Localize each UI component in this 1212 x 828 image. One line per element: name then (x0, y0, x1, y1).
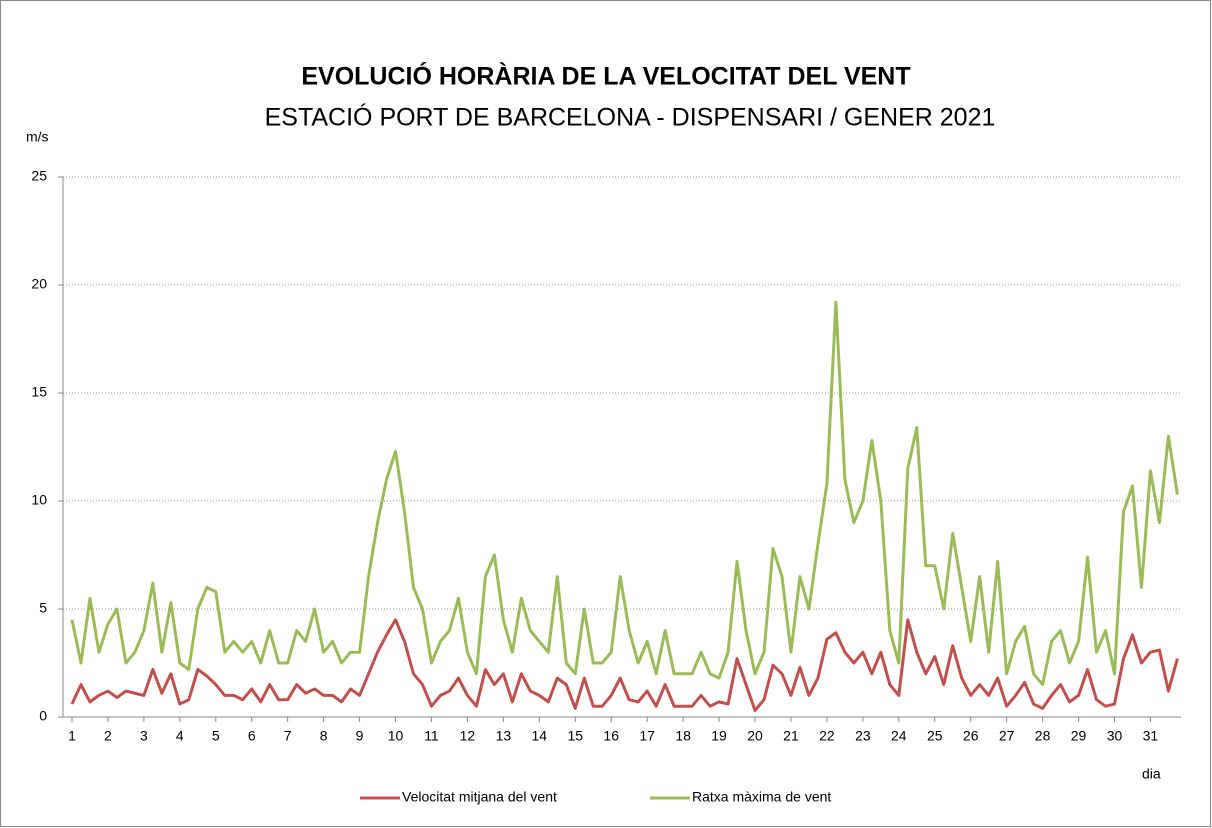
y-tick-label: 5 (39, 600, 47, 616)
y-tick-label: 20 (31, 276, 47, 292)
y-tick-label: 25 (31, 168, 47, 184)
x-tick-label: 10 (388, 728, 404, 744)
x-tick-label: 11 (424, 728, 439, 744)
x-tick-label: 12 (460, 728, 476, 744)
x-tick-label: 30 (1107, 728, 1123, 744)
legend-label: Velocitat mitjana del vent (402, 789, 557, 805)
y-axis-label: m/s (26, 129, 49, 145)
x-tick-label: 28 (1035, 728, 1051, 744)
chart-subtitle: ESTACIÓ PORT DE BARCELONA - DISPENSARI /… (265, 103, 996, 132)
x-tick-label: 7 (284, 728, 292, 744)
x-tick-label: 2 (104, 728, 112, 744)
x-tick-label: 21 (783, 728, 799, 744)
y-tick-label: 10 (31, 492, 47, 508)
x-tick-label: 16 (603, 728, 619, 744)
x-tick-label: 15 (567, 728, 583, 744)
x-tick-label: 8 (320, 728, 328, 744)
x-tick-label: 18 (675, 728, 691, 744)
y-tick-label: 0 (39, 708, 47, 724)
x-tick-label: 26 (963, 728, 979, 744)
y-tick-label: 15 (31, 384, 47, 400)
x-tick-label: 25 (927, 728, 943, 744)
x-tick-label: 5 (212, 728, 220, 744)
x-tick-label: 27 (999, 728, 1015, 744)
x-tick-label: 3 (140, 728, 148, 744)
x-tick-label: 20 (747, 728, 763, 744)
x-tick-label: 17 (639, 728, 655, 744)
x-tick-label: 24 (891, 728, 907, 744)
x-tick-label: 9 (356, 728, 364, 744)
series-line (70, 300, 1179, 687)
x-tick-label: 6 (248, 728, 256, 744)
legend-label: Ratxa màxima de vent (692, 789, 831, 805)
x-tick-label: 22 (819, 728, 835, 744)
x-axis-label: dia (1142, 766, 1161, 782)
x-tick-label: 14 (532, 728, 548, 744)
x-tick-label: 4 (176, 728, 184, 744)
x-tick-label: 13 (496, 728, 512, 744)
x-tick-label: 31 (1143, 728, 1159, 744)
x-tick-label: 1 (68, 728, 76, 744)
x-tick-label: 29 (1071, 728, 1087, 744)
x-tick-label: 23 (855, 728, 871, 744)
chart-title: EVOLUCIÓ HORÀRIA DE LA VELOCITAT DEL VEN… (301, 61, 910, 91)
series-line (70, 618, 1179, 713)
x-tick-label: 19 (711, 728, 727, 744)
